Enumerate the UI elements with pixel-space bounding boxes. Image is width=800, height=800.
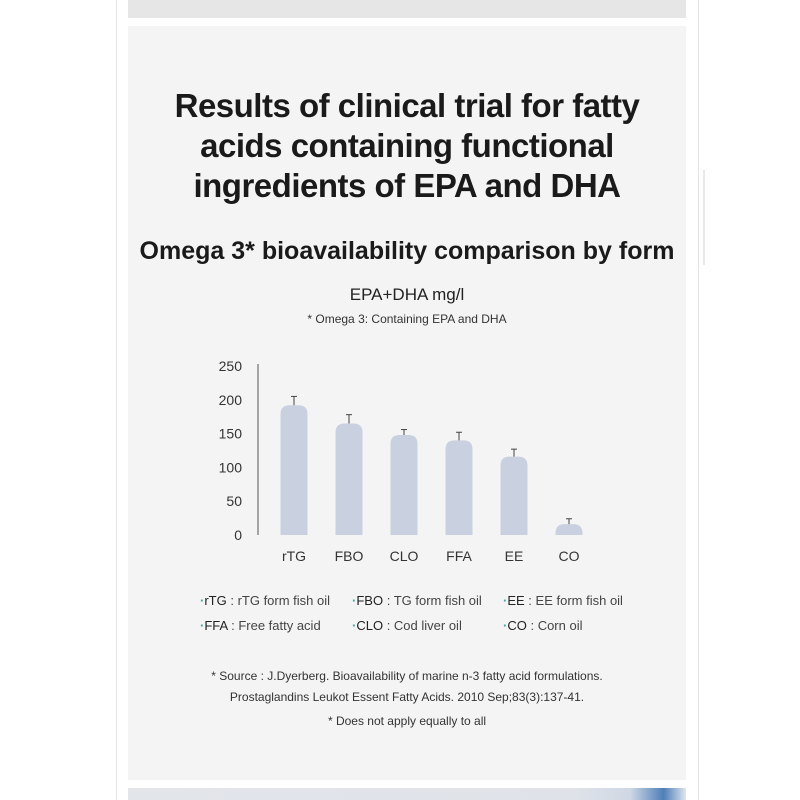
legend-bullet-icon: · bbox=[200, 618, 205, 633]
legend-item: ·CO : Corn oil bbox=[503, 618, 583, 633]
title-line: ingredients of EPA and DHA bbox=[193, 167, 621, 204]
page-border-left bbox=[116, 0, 117, 800]
legend-desc: TG form fish oil bbox=[393, 593, 482, 608]
bar-chart: 0 50 100 150 200 250 rTG FBO CLO FFA EE CO bbox=[219, 358, 583, 564]
chart-unit-label: EPA+DHA mg/l bbox=[349, 285, 465, 304]
legend-desc: Free fatty acid bbox=[238, 618, 321, 633]
source-line: * Source : J.Dyerberg. Bioavailability o… bbox=[211, 669, 603, 683]
source-line: Prostaglandins Leukot Essent Fatty Acids… bbox=[229, 690, 585, 704]
y-tick-label: 100 bbox=[219, 459, 243, 475]
legend-bullet-icon: · bbox=[503, 593, 508, 608]
y-tick-label: 150 bbox=[219, 426, 243, 442]
disclaimer-text: * Does not apply equally to all bbox=[327, 714, 487, 728]
x-tick-label: CO bbox=[559, 548, 580, 564]
bar bbox=[280, 405, 308, 535]
x-tick-label: CLO bbox=[390, 548, 419, 564]
legend-desc: Cod liver oil bbox=[393, 618, 462, 633]
legend-code: rTG bbox=[204, 593, 227, 608]
legend-code: EE bbox=[507, 593, 525, 608]
page-border-right bbox=[698, 0, 699, 800]
legend-bullet-icon: · bbox=[503, 618, 508, 633]
legend-item: ·CLO : Cod liver oil bbox=[352, 618, 462, 633]
y-tick-label: 250 bbox=[219, 358, 243, 374]
legend-item: ·rTG : rTG form fish oil bbox=[200, 593, 331, 608]
legend-item: ·FFA : Free fatty acid bbox=[200, 618, 321, 633]
bar bbox=[390, 434, 418, 535]
scroll-indicator[interactable] bbox=[703, 170, 705, 265]
legend-code: FFA bbox=[204, 618, 228, 633]
y-tick-label: 200 bbox=[219, 392, 243, 408]
source-citation: * Source : J.Dyerberg. Bioavailability o… bbox=[128, 666, 686, 708]
legend-bullet-icon: · bbox=[352, 618, 357, 633]
previous-section-strip bbox=[128, 0, 686, 18]
title-line: Results of clinical trial for fatty bbox=[174, 87, 640, 124]
section-subtitle: Omega 3* bioavailability comparison by f… bbox=[139, 237, 675, 265]
bar bbox=[500, 456, 528, 535]
legend-desc: EE form fish oil bbox=[535, 593, 623, 608]
x-tick-label: rTG bbox=[282, 548, 306, 564]
omega-note: * Omega 3: Containing EPA and DHA bbox=[307, 312, 507, 326]
legend-desc: rTG form fish oil bbox=[237, 593, 331, 608]
legend-code: CLO bbox=[356, 618, 384, 633]
x-tick-label: FBO bbox=[335, 548, 364, 564]
legend-item: ·FBO : TG form fish oil bbox=[352, 593, 482, 608]
content-panel bbox=[128, 26, 686, 780]
legend-bullet-icon: · bbox=[200, 593, 205, 608]
bar bbox=[555, 524, 583, 535]
bar bbox=[335, 423, 363, 535]
legend-code: CO bbox=[507, 618, 527, 633]
y-tick-label: 0 bbox=[234, 527, 242, 543]
legend-desc: Corn oil bbox=[537, 618, 583, 633]
title-line: acids containing functional bbox=[200, 127, 614, 164]
x-tick-label: FFA bbox=[446, 548, 472, 564]
page-title: Results of clinical trial for fatty acid… bbox=[128, 86, 686, 206]
legend-item: ·EE : EE form fish oil bbox=[503, 593, 623, 608]
y-tick-label: 50 bbox=[226, 493, 242, 509]
legend-bullet-icon: · bbox=[352, 593, 357, 608]
bar bbox=[445, 440, 473, 535]
x-tick-label: EE bbox=[505, 548, 524, 564]
next-section-strip bbox=[128, 788, 686, 800]
legend-code: FBO bbox=[356, 593, 384, 608]
